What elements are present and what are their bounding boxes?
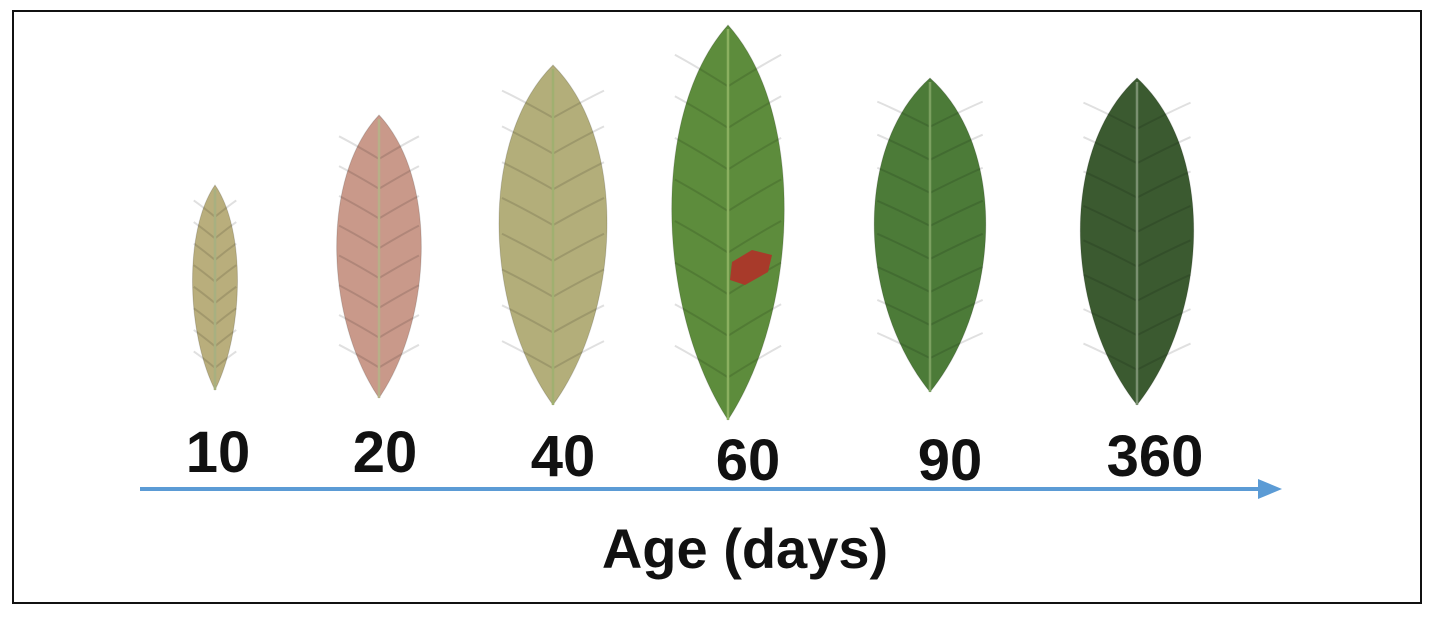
leaf-vein [674,220,782,254]
leaf-vein [501,161,605,191]
leaf-vein [501,197,605,227]
age-label-40: 40 [531,424,596,489]
leaf-vein [193,242,237,261]
leaf-vein [193,199,237,218]
leaf-vein [674,137,782,171]
leaf-vein [1083,308,1191,337]
leaf-vein [876,299,984,326]
leaf-vein [501,89,605,119]
leaf-vein [193,350,237,369]
leaf-vein [338,165,420,190]
leaf-vein [1083,136,1191,165]
leaf-vein [501,268,605,298]
leaf-vein [501,125,605,155]
leaf-vein [876,265,984,293]
leaf-vein [338,314,420,339]
leaf-vein [338,135,420,160]
leaf-damage-patch [730,250,772,285]
axis-title: Age (days) [602,517,888,580]
leaf-vein [1083,273,1191,302]
leaf-vein [193,221,237,240]
age-label-90: 90 [918,428,983,493]
age-label-60: 60 [716,428,781,493]
leaf-vein [876,332,984,360]
leaf-vein [193,264,237,283]
leaf-vein [674,95,782,129]
leaf-vein [1083,342,1191,371]
leaf-vein [1083,239,1191,268]
leaf-vein [674,178,782,212]
age-label-20: 20 [353,420,418,485]
age-arrow-head-icon [1258,479,1282,499]
leaf-vein [501,340,605,370]
leaf-vein [501,304,605,334]
leaf-vein [1083,170,1191,199]
leaf-vein [338,343,420,369]
leaf-vein [876,133,984,161]
leaf-vein [674,53,782,88]
leaf-vein [193,307,237,326]
leaf-vein [876,232,984,260]
leaf-vein [338,254,420,279]
leaf-vein [338,224,420,250]
leaves-group [192,24,1195,421]
leaf-vein [876,100,984,128]
leaf-vein [338,194,420,220]
leaf-vein [193,285,237,304]
leaf-vein [501,232,605,262]
leaf-vein [876,166,984,194]
age-label-10: 10 [186,420,251,485]
leaf-vein [193,329,237,348]
leaf-vein [674,303,782,337]
leaf-vein [338,284,420,309]
leaf-vein [1083,204,1191,233]
leaf-vein [1083,101,1191,130]
age-label-360: 360 [1107,424,1204,489]
leaf-vein [876,199,984,227]
leaf-vein [674,344,782,379]
figure-frame [12,10,1422,604]
